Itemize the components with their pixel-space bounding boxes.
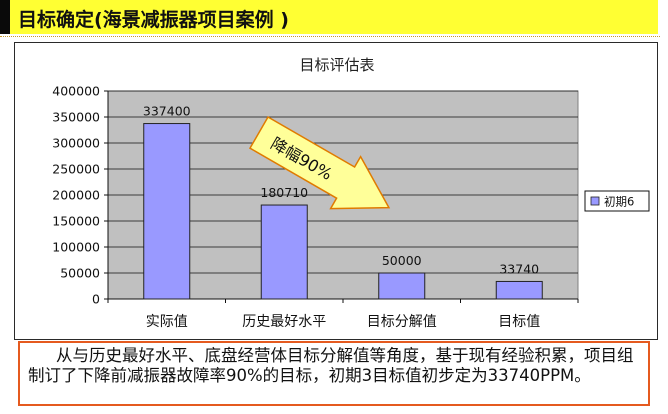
legend-swatch: [590, 196, 600, 206]
bar: [143, 123, 191, 300]
page-title: 目标确定(海景减振器项目案例 ): [18, 9, 289, 31]
y-tick-label: 300000: [52, 136, 100, 151]
data-label: 180710: [260, 185, 308, 200]
arrow-shape: [248, 115, 391, 210]
y-tick-label: 150000: [52, 214, 100, 229]
bar: [260, 204, 308, 300]
note-box: 从与历史最好水平、底盘经营体目标分解值等角度，基于现有经验积累，项目组制订了下降…: [18, 341, 650, 406]
title-accent-bar: [0, 0, 10, 34]
chart-frame: 目标评估表 0 50000 100000 150000 200000 250000 30000…: [14, 42, 658, 340]
x-tick-label: 实际值: [146, 314, 188, 330]
title-banner: 目标确定(海景减振器项目案例 ): [0, 0, 658, 34]
title-divider: [0, 36, 660, 37]
bar: [378, 272, 426, 300]
x-tick-label: 目标值: [498, 314, 540, 330]
legend-box: [584, 190, 650, 212]
bar-chart: 目标评估表 0 50000 100000 150000 200000 250000 30000…: [52, 56, 650, 330]
x-tick-label: 历史最好水平: [242, 314, 326, 330]
chart-title: 目标评估表: [299, 56, 374, 74]
x-tick-label: 目标分解值: [367, 314, 437, 330]
data-label: 337400: [143, 104, 191, 119]
data-label: 33740: [499, 261, 539, 276]
legend-label: 初期6: [604, 195, 634, 209]
y-tick-label: 200000: [52, 188, 100, 203]
y-tick-label: 0: [92, 292, 100, 307]
y-tick-label: 50000: [60, 266, 100, 281]
bar: [495, 280, 543, 300]
y-tick-label: 250000: [52, 162, 100, 177]
data-label: 50000: [382, 253, 422, 268]
y-tick-label: 100000: [52, 240, 100, 255]
y-tick-label: 400000: [52, 84, 100, 99]
note-text: 从与历史最好水平、底盘经营体目标分解值等角度，基于现有经验积累，项目组制订了下降…: [28, 346, 634, 385]
y-tick-label: 350000: [52, 110, 100, 125]
